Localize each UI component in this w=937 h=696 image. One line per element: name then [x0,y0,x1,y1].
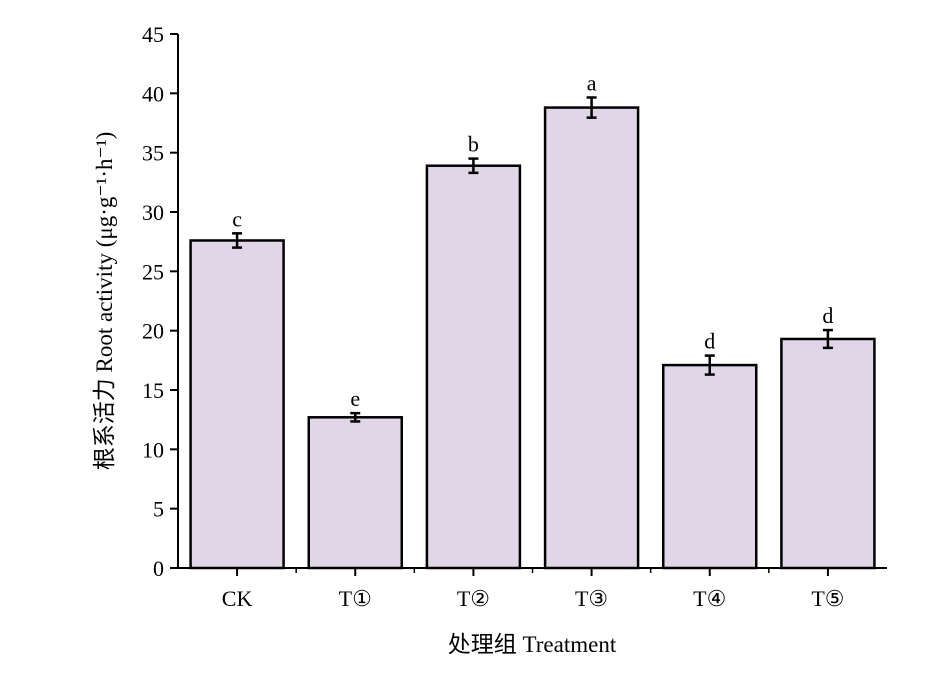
y-tick-label: 30 [142,200,164,225]
y-tick-label: 35 [142,141,164,166]
y-tick-label: 40 [142,81,164,106]
x-tick-label: T① [339,586,372,611]
error-bar [232,232,243,249]
significance-label: d [822,303,833,328]
error-bar [704,354,715,376]
bar [780,337,876,570]
significance-label: c [232,206,242,231]
bar [307,416,403,570]
x-axis-ticks: CK T① T② T③ T④ T⑤ [222,568,845,611]
y-tick-label: 10 [142,437,164,462]
x-tick-label: CK [222,586,253,611]
x-tick-label: T④ [693,586,726,611]
bars [189,106,876,570]
bar [662,363,758,570]
error-bar [822,328,833,350]
significance-label: e [350,386,360,411]
y-tick-label: 20 [142,319,164,344]
error-bar [468,157,479,175]
error-bars [232,96,833,423]
significance-label: d [704,329,715,354]
bar [425,164,522,570]
y-tick-label: 15 [142,378,164,403]
y-axis-title: 根系活力 Root activity (μg·g⁻¹·h⁻¹) [92,132,117,471]
significance-labels: c e b a d d [232,70,833,411]
bar [189,239,285,570]
y-axis-ticks: 0 5 10 15 20 25 30 35 40 45 [142,22,178,581]
significance-label: b [468,132,479,157]
x-axis-title: 处理组 Treatment [448,632,617,657]
error-bar [350,411,361,423]
bar [543,106,640,570]
error-bar [586,96,597,119]
significance-label: a [587,70,597,95]
x-tick-label: T② [457,586,490,611]
x-tick-label: T③ [575,586,608,611]
y-tick-label: 25 [142,259,164,284]
x-tick-label: T⑤ [811,586,844,611]
y-tick-label: 5 [153,497,164,522]
y-tick-label: 0 [153,556,164,581]
y-tick-label: 45 [142,22,164,47]
